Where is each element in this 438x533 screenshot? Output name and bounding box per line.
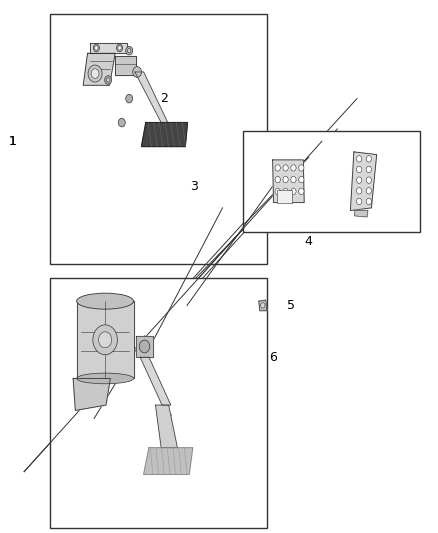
Polygon shape bbox=[115, 56, 136, 75]
Circle shape bbox=[275, 176, 280, 183]
Text: 3: 3 bbox=[164, 412, 172, 425]
Circle shape bbox=[283, 188, 288, 195]
Text: 3: 3 bbox=[191, 180, 198, 193]
Circle shape bbox=[105, 76, 112, 84]
Text: 1: 1 bbox=[9, 135, 17, 148]
Circle shape bbox=[366, 166, 371, 173]
Circle shape bbox=[299, 176, 304, 183]
Circle shape bbox=[366, 177, 371, 183]
Circle shape bbox=[118, 46, 121, 50]
Ellipse shape bbox=[77, 293, 134, 309]
Polygon shape bbox=[272, 160, 304, 203]
Bar bbox=[243, 131, 420, 232]
Text: 1: 1 bbox=[9, 135, 17, 148]
Circle shape bbox=[291, 176, 296, 183]
Circle shape bbox=[118, 118, 125, 127]
Circle shape bbox=[357, 166, 362, 173]
Text: 6: 6 bbox=[269, 351, 277, 364]
Circle shape bbox=[357, 156, 362, 162]
Polygon shape bbox=[140, 357, 171, 405]
Circle shape bbox=[91, 69, 99, 78]
Text: 2: 2 bbox=[160, 123, 168, 135]
Polygon shape bbox=[141, 123, 187, 147]
Circle shape bbox=[275, 165, 280, 171]
Circle shape bbox=[106, 78, 110, 82]
Circle shape bbox=[366, 188, 371, 194]
Circle shape bbox=[357, 188, 362, 194]
Circle shape bbox=[366, 156, 371, 162]
Circle shape bbox=[93, 44, 99, 52]
Circle shape bbox=[127, 49, 131, 53]
Circle shape bbox=[299, 188, 304, 195]
Polygon shape bbox=[83, 53, 115, 85]
Polygon shape bbox=[136, 336, 153, 357]
Circle shape bbox=[126, 94, 133, 103]
Circle shape bbox=[366, 198, 371, 205]
Polygon shape bbox=[144, 448, 193, 474]
Bar bbox=[50, 278, 267, 528]
Circle shape bbox=[283, 176, 288, 183]
Circle shape bbox=[88, 65, 102, 82]
Bar bbox=[277, 190, 292, 203]
Circle shape bbox=[99, 332, 112, 348]
Polygon shape bbox=[155, 405, 177, 448]
Circle shape bbox=[126, 46, 133, 55]
Circle shape bbox=[275, 188, 280, 195]
Polygon shape bbox=[77, 301, 134, 378]
Circle shape bbox=[357, 198, 362, 205]
Text: 2: 2 bbox=[160, 92, 168, 105]
Circle shape bbox=[133, 67, 141, 77]
Polygon shape bbox=[355, 211, 368, 217]
Ellipse shape bbox=[77, 373, 134, 384]
Polygon shape bbox=[350, 152, 377, 211]
Circle shape bbox=[117, 44, 123, 52]
Circle shape bbox=[139, 340, 150, 353]
Polygon shape bbox=[90, 43, 127, 53]
Circle shape bbox=[261, 303, 265, 308]
Text: 5: 5 bbox=[287, 299, 295, 312]
Text: 4: 4 bbox=[305, 235, 313, 248]
Circle shape bbox=[291, 165, 296, 171]
Circle shape bbox=[283, 165, 288, 171]
Polygon shape bbox=[135, 72, 168, 123]
Circle shape bbox=[95, 46, 98, 50]
Polygon shape bbox=[73, 378, 110, 410]
Bar bbox=[50, 14, 267, 264]
Polygon shape bbox=[259, 300, 267, 311]
Circle shape bbox=[299, 165, 304, 171]
Circle shape bbox=[93, 325, 117, 355]
Circle shape bbox=[291, 188, 296, 195]
Circle shape bbox=[357, 177, 362, 183]
